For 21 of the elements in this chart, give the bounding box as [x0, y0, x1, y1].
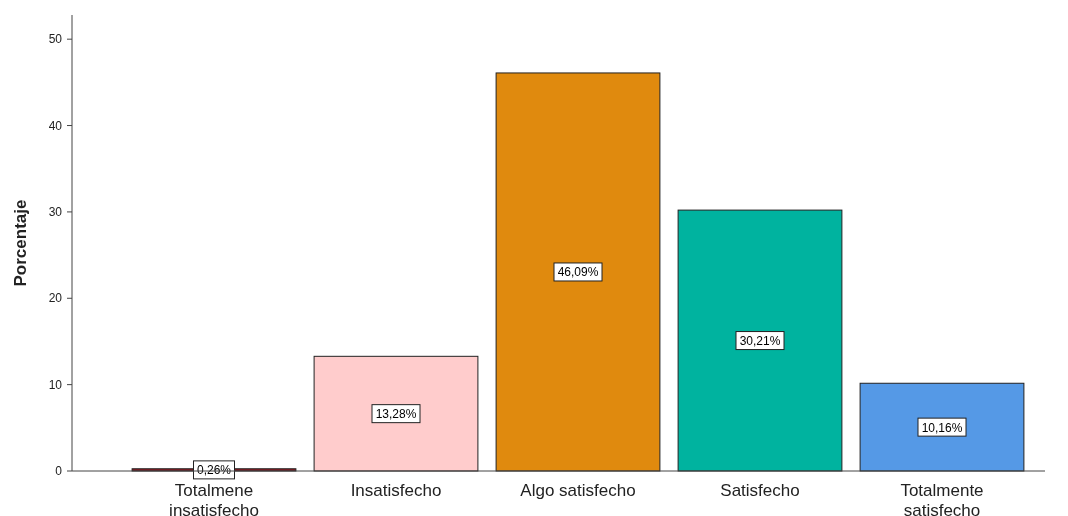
data-label: 10,16%	[921, 420, 963, 435]
y-axis-title: Porcentaje	[11, 199, 30, 287]
y-tick-label: 20	[48, 291, 63, 306]
data-label: 46,09%	[557, 265, 599, 280]
bar	[495, 72, 661, 472]
y-tick-label: 40	[48, 118, 63, 133]
data-label: 0,26%	[196, 463, 232, 478]
y-tick-label: 10	[48, 377, 63, 392]
x-tick-label: Insatisfecho	[350, 481, 442, 500]
data-label: 30,21%	[739, 334, 781, 349]
y-tick-label: 50	[48, 32, 63, 47]
bar	[859, 382, 1025, 472]
x-tick-label: Satisfecho	[720, 481, 800, 500]
bar	[313, 355, 479, 472]
x-tick-label: Totalmente satisfecho	[900, 481, 984, 516]
x-tick-label: Algo satisfecho	[520, 481, 636, 500]
x-tick-label: Totalmene insatisfecho	[169, 481, 259, 516]
data-label: 13,28%	[375, 407, 417, 422]
bar	[677, 209, 843, 472]
y-tick-label: 0	[55, 464, 63, 478]
y-tick-label: 30	[48, 204, 63, 219]
